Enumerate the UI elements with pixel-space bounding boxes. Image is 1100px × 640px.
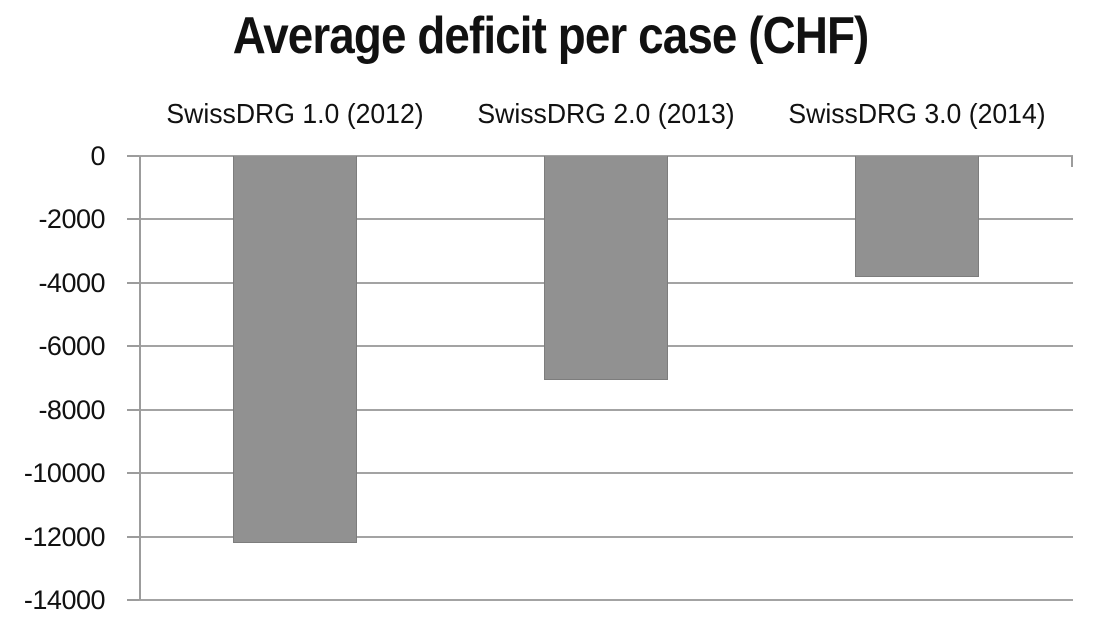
y-axis-tick bbox=[127, 345, 139, 348]
y-axis-tick bbox=[127, 599, 139, 601]
y-axis-tick-label: -2000 bbox=[38, 204, 105, 235]
y-axis-tick bbox=[127, 218, 139, 221]
y-axis-tick-label: 0 bbox=[90, 141, 105, 171]
plot-area bbox=[139, 155, 1073, 601]
y-axis-tick bbox=[127, 535, 139, 538]
category-label-2: SwissDRG 2.0 (2013) bbox=[477, 98, 735, 129]
gridline bbox=[139, 535, 1073, 538]
y-axis-tick-label: -10000 bbox=[23, 458, 106, 489]
y-axis-tick-label: -4000 bbox=[38, 267, 105, 298]
y-axis-tick-label: -8000 bbox=[38, 394, 105, 425]
y-axis-line bbox=[139, 156, 141, 600]
y-axis-tick bbox=[127, 472, 139, 475]
y-axis-tick bbox=[127, 281, 139, 284]
category-label-3: SwissDRG 3.0 (2014) bbox=[788, 98, 1046, 129]
y-axis-tick bbox=[127, 155, 139, 157]
y-axis-tick-label: -14000 bbox=[23, 585, 106, 615]
bar-3 bbox=[855, 156, 980, 277]
chart-title: Average deficit per case (CHF) bbox=[232, 7, 870, 65]
bar-1 bbox=[232, 156, 357, 543]
category-label-1: SwissDRG 1.0 (2012) bbox=[166, 98, 424, 129]
gridline bbox=[139, 408, 1073, 411]
y-axis-tick-label: -12000 bbox=[23, 521, 106, 552]
bar-2 bbox=[544, 156, 668, 380]
plot-top-right-stub bbox=[1071, 156, 1073, 167]
y-axis-tick bbox=[127, 408, 139, 411]
gridline bbox=[139, 599, 1073, 601]
gridline bbox=[139, 472, 1073, 475]
y-axis-tick-label: -6000 bbox=[38, 331, 105, 362]
